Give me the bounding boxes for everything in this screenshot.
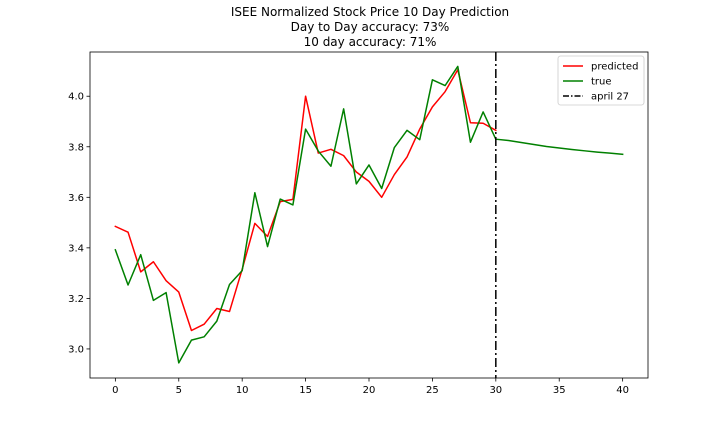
y-tick-label: 3.2	[68, 294, 84, 305]
y-tick-label: 3.0	[68, 344, 84, 355]
legend-box	[557, 55, 645, 106]
chart-subtitle-day-accuracy: Day to Day accuracy: 73%	[291, 20, 450, 34]
chart-title: ISEE Normalized Stock Price 10 Day Predi…	[231, 5, 509, 19]
x-tick-label: 35	[553, 385, 566, 396]
x-tick-label: 25	[426, 385, 439, 396]
chart-subtitle-10day-accuracy: 10 day accuracy: 71%	[304, 35, 437, 49]
legend-label-april-27: april 27	[591, 92, 629, 103]
x-tick-label: 30	[489, 385, 502, 396]
y-tick-label: 3.4	[68, 243, 84, 254]
x-tick-label: 10	[236, 385, 249, 396]
x-tick-label: 40	[616, 385, 629, 396]
legend: predicted true april 27	[557, 55, 645, 106]
axes: 0 5 10 15 20 25 30 35 40 3.0 3.2 3.4 3.6 3.8 4.0	[68, 51, 649, 396]
series-line-true	[114, 65, 624, 364]
chart-title-group: ISEE Normalized Stock Price 10 Day Predi…	[231, 5, 509, 49]
series-line-predicted	[114, 68, 497, 332]
y-tick-label: 3.6	[68, 193, 84, 204]
x-tick-label: 5	[176, 385, 182, 396]
legend-label-true: true	[591, 77, 612, 88]
y-tick-label: 4.0	[68, 92, 84, 103]
x-tick-label: 15	[299, 385, 312, 396]
y-tick-label: 3.8	[68, 142, 84, 153]
x-tick-label: 0	[112, 385, 118, 396]
legend-label-predicted: predicted	[591, 62, 638, 73]
series-group	[114, 52, 624, 378]
plot-area	[114, 52, 624, 378]
x-tick-label: 20	[363, 385, 376, 396]
